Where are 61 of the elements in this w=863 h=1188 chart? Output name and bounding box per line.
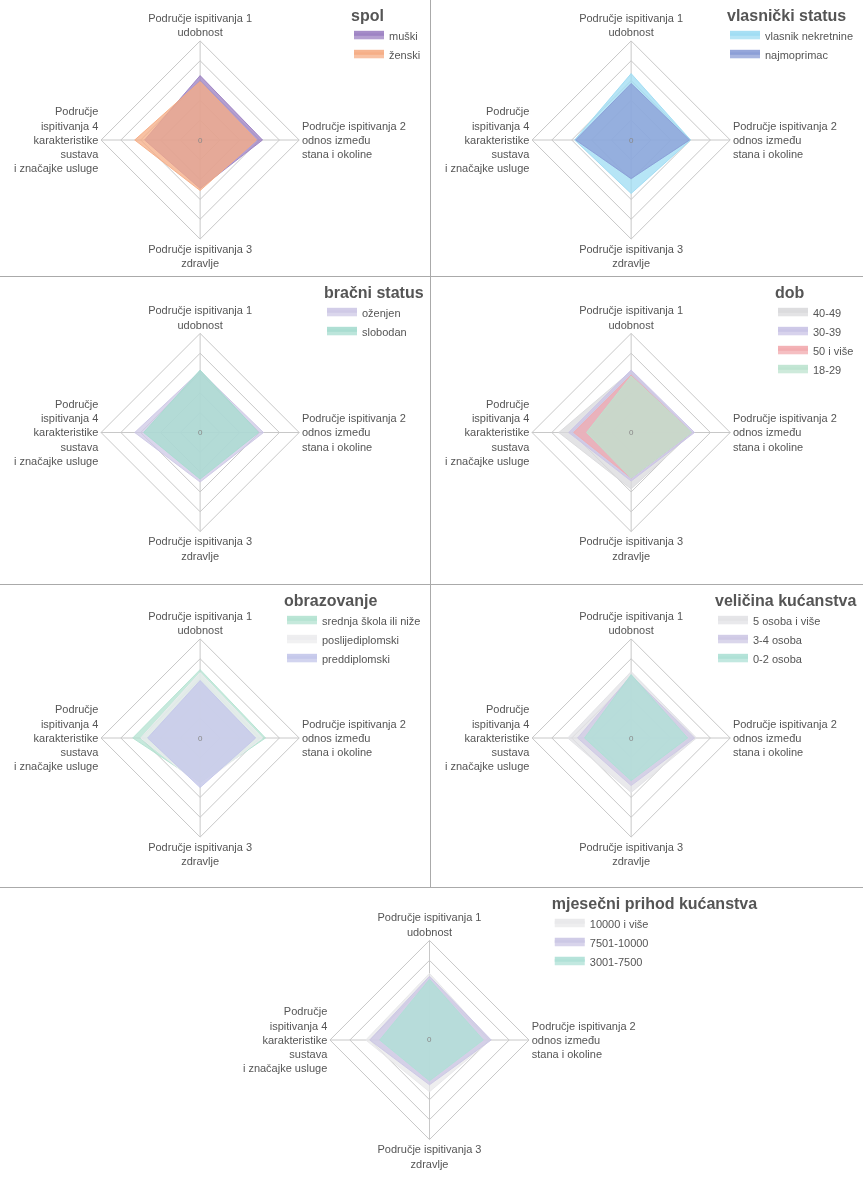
spoke-label: Područje ispitivanja 2 odnos između stana i okoline [732, 412, 837, 453]
legend-title: dob [775, 283, 805, 301]
spoke-label: Područje ispitivanja 4 karakteristike sustava i značajke usluge [242, 1005, 329, 1075]
legend-label: ženski [389, 48, 421, 61]
legend-label: poslijediplomski [322, 633, 400, 646]
legend-label: 5 osoba i više [753, 614, 821, 627]
spoke-label: Područje ispitivanja 1 udobnost [148, 304, 253, 331]
legend-title: obrazovanje [284, 591, 378, 609]
spoke-label: Područje ispitivanja 1 udobnost [579, 609, 684, 637]
spoke-label: Područje ispitivanja 3 zdravlje [148, 840, 253, 868]
spoke-label: Područje ispitivanja 3 zdravlje [579, 242, 684, 270]
text: 0 [427, 1035, 432, 1044]
spoke-label: Područje ispitivanja 2 odnos između stana i okoline [732, 717, 837, 759]
spoke-label: Područje ispitivanja 2 odnos između stana i okoline [732, 119, 837, 161]
legend-title: bračni status [324, 283, 424, 301]
legend-title: spol [351, 6, 384, 24]
spoke-label: Područje ispitivanja 3 zdravlje [377, 1143, 482, 1170]
spoke-label: Područje ispitivanja 4 karakteristike sustava i značajke usluge [13, 703, 100, 773]
legend-label: 0-2 osoba [753, 652, 803, 665]
spoke-label: Područje ispitivanja 1 udobnost [148, 609, 253, 637]
spoke-label: Područje ispitivanja 1 udobnost [377, 911, 482, 938]
legend-label: najmoprimac [765, 48, 829, 61]
legend-label: 3001-7500 [589, 955, 643, 968]
spoke-label: Područje ispitivanja 1 udobnost [579, 11, 684, 39]
spoke-label: Područje ispitivanja 4 karakteristike sustava i značajke usluge [13, 397, 100, 467]
spoke-label: Područje ispitivanja 4 karakteristike sustava i značajke usluge [444, 105, 531, 175]
spoke-label: Područje ispitivanja 3 zdravlje [579, 840, 684, 868]
text: 0 [198, 734, 203, 743]
legend-title: vlasnički status [727, 6, 847, 24]
legend-label: oženjen [362, 306, 401, 319]
spoke-label: Područje ispitivanja 2 odnos između stana i okoline [301, 412, 406, 453]
legend-label: 7501-10000 [589, 936, 649, 949]
legend-label: 50 i više [813, 344, 854, 357]
spoke-label: Područje ispitivanja 2 odnos između stana i okoline [531, 1019, 636, 1061]
spoke-label: Područje ispitivanja 4 karakteristike sustava i značajke usluge [13, 105, 100, 175]
legend-label: 18-29 [813, 363, 842, 376]
legend-title: veličina kućanstva [715, 591, 857, 609]
legend-title: mjesečni prihod kućanstva [551, 894, 758, 912]
spoke-label: Područje ispitivanja 1 udobnost [148, 11, 253, 39]
text: 0 [629, 428, 634, 437]
legend-label: 10000 i više [589, 917, 649, 930]
legend-label: slobodan [362, 325, 407, 338]
legend-label: srednja škola ili niže [322, 614, 421, 627]
spoke-label: Područje ispitivanja 3 zdravlje [148, 242, 253, 270]
text: 0 [629, 734, 634, 743]
spoke-label: Područje ispitivanja 1 udobnost [579, 304, 684, 331]
text: 0 [198, 136, 203, 145]
spoke-label: Područje ispitivanja 4 karakteristike sustava i značajke usluge [444, 703, 531, 773]
legend-label: preddiplomski [322, 652, 390, 665]
text: 0 [198, 428, 203, 437]
legend-label: muški [389, 29, 418, 42]
spoke-label: Područje ispitivanja 2 odnos između stana i okoline [301, 717, 406, 759]
spoke-label: Područje ispitivanja 3 zdravlje [579, 535, 684, 562]
text: 0 [629, 136, 634, 145]
legend-label: vlasnik nekretnine [765, 29, 854, 42]
legend-label: 3-4 osoba [753, 633, 803, 646]
spoke-label: Područje ispitivanja 2 odnos između stana i okoline [301, 119, 406, 161]
spoke-label: Područje ispitivanja 4 karakteristike sustava i značajke usluge [444, 397, 531, 467]
legend-label: 30-39 [813, 325, 842, 338]
legend-label: 40-49 [813, 306, 842, 319]
spoke-label: Područje ispitivanja 3 zdravlje [148, 535, 253, 562]
